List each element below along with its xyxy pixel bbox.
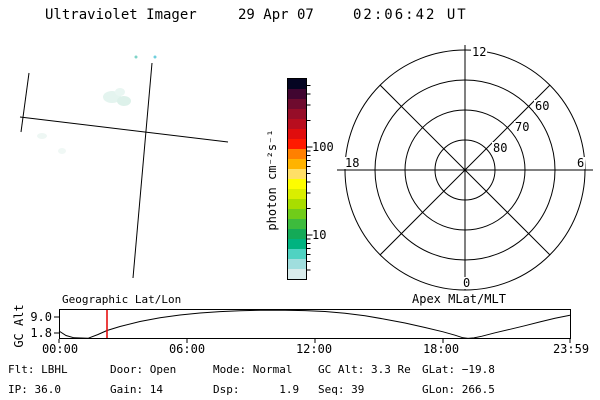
status-flt: Flt: LBHL bbox=[8, 363, 68, 376]
status-gain: Gain: 14 bbox=[110, 383, 163, 396]
status-seq: Seq: 39 bbox=[318, 383, 365, 396]
colorbar-band bbox=[288, 79, 306, 89]
strip-xtick-1200: 12:00 bbox=[295, 342, 333, 356]
status-mode: Mode: Normal bbox=[213, 363, 293, 376]
polar-mlt-label-12: 12 bbox=[471, 45, 488, 59]
colorbar-band bbox=[288, 159, 306, 169]
colorbar-band bbox=[288, 239, 306, 249]
strip-xtick-2359: 23:59 bbox=[552, 342, 590, 356]
geo-parallel-line bbox=[19, 116, 229, 143]
polar-mlt-label-18: 18 bbox=[344, 156, 361, 170]
app-title: Ultraviolet Imager bbox=[45, 7, 197, 23]
strip-ytick-1-8: 1.8 bbox=[30, 326, 52, 340]
gc-alt-curve bbox=[58, 309, 571, 339]
colorbar-band bbox=[288, 179, 306, 189]
colorbar-band bbox=[288, 269, 306, 279]
status-glon: GLon: 266.5 bbox=[422, 383, 495, 396]
colorbar-band bbox=[288, 219, 306, 229]
colorbar-band bbox=[288, 229, 306, 239]
colorbar-band bbox=[288, 139, 306, 149]
geo-grid-lines bbox=[19, 62, 229, 279]
colorbar-band bbox=[288, 249, 306, 259]
colorbar-band bbox=[288, 99, 306, 109]
polar-mlt-label-0: 0 bbox=[462, 276, 472, 290]
colorbar-band bbox=[288, 129, 306, 139]
colorbar-gradient bbox=[288, 79, 306, 279]
colorbar-band bbox=[288, 189, 306, 199]
geo-panel-title: Geographic Lat/Lon bbox=[62, 293, 182, 306]
polar-spoke-sw-ne bbox=[379, 84, 551, 256]
polar-mlt-label-6: 6 bbox=[576, 156, 586, 170]
colorbar-band bbox=[288, 89, 306, 99]
header-date: 29 Apr 07 bbox=[238, 7, 314, 23]
polar-panel-title: Apex MLat/MLT bbox=[412, 292, 506, 306]
strip-xtick-1800: 18:00 bbox=[422, 342, 460, 356]
status-door: Door: Open bbox=[110, 363, 177, 376]
strip-ytick-9: 9.0 bbox=[30, 310, 52, 324]
polar-mlat-label-80: 80 bbox=[492, 141, 509, 155]
status-ip: IP: 36.0 bbox=[8, 383, 61, 396]
status-gc-alt: GC Alt: 3.3 Re bbox=[318, 363, 411, 376]
polar-mlat-label-70: 70 bbox=[514, 120, 531, 134]
colorbar-border bbox=[287, 78, 307, 280]
polar-grid bbox=[337, 45, 593, 291]
strip-chart-frame bbox=[59, 309, 571, 339]
polar-mlat-label-60: 60 bbox=[534, 99, 551, 113]
strip-xtick-0000: 00:00 bbox=[41, 342, 79, 356]
colorbar-band bbox=[288, 209, 306, 219]
status-dsp: Dsp: 1.9 bbox=[213, 383, 300, 396]
colorbar-band bbox=[288, 119, 306, 129]
colorbar-tick-100: 100 bbox=[312, 140, 334, 154]
colorbar-axis-label: photon cm⁻²s⁻¹ bbox=[265, 129, 279, 231]
geo-image-faint-emission bbox=[37, 55, 157, 154]
colorbar-minor-ticks bbox=[306, 85, 311, 271]
colorbar-band bbox=[288, 259, 306, 269]
strip-ylabel: GC Alt bbox=[12, 304, 26, 348]
colorbar-band bbox=[288, 149, 306, 159]
status-glat: GLat: −19.8 bbox=[422, 363, 495, 376]
colorbar-frame-ticks bbox=[287, 78, 313, 280]
header-time-ut: 02:06:42 UT bbox=[353, 7, 468, 23]
colorbar-band bbox=[288, 169, 306, 179]
colorbar-band bbox=[288, 109, 306, 119]
colorbar-band bbox=[288, 199, 306, 209]
colorbar-tick-10: 10 bbox=[312, 228, 327, 242]
geo-meridian-short bbox=[20, 72, 30, 133]
strip-chart-axes bbox=[54, 309, 571, 343]
strip-xtick-0600: 06:00 bbox=[168, 342, 206, 356]
geo-meridian-long bbox=[132, 62, 153, 279]
